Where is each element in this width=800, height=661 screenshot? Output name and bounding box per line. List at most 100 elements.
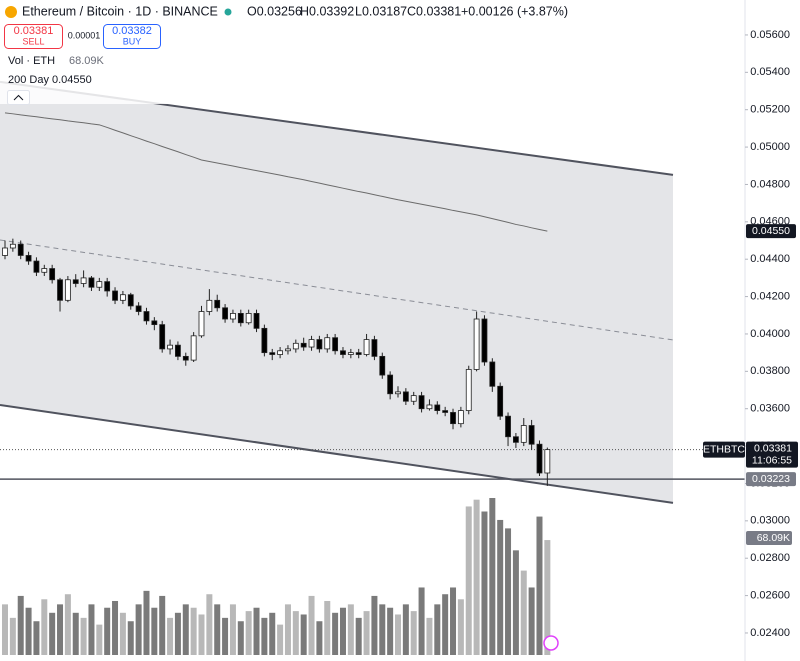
candle-body	[159, 324, 166, 350]
volume-bar	[426, 617, 433, 655]
candle-body	[371, 339, 378, 357]
volume-bar	[127, 621, 134, 655]
ma-badge-bg	[746, 224, 796, 239]
candle-body	[513, 436, 519, 443]
spread: 0.00001	[68, 30, 101, 40]
volume-bar	[481, 511, 488, 655]
volume-bar	[442, 594, 449, 655]
header: Ethereum / Bitcoin · 1D · BINANCE O0.032…	[0, 0, 568, 105]
volume-bar	[253, 607, 260, 655]
sell-price: 0.03381	[14, 25, 54, 37]
candle-body	[418, 395, 425, 410]
buy-button[interactable]	[103, 24, 161, 49]
volume-bar	[64, 594, 71, 655]
volume-bar	[410, 611, 417, 655]
volume-bar	[135, 604, 142, 655]
volume-bar	[96, 624, 103, 655]
volume-bar	[104, 607, 111, 655]
sell-button[interactable]	[4, 24, 63, 49]
volume-bar	[536, 516, 543, 655]
price-badge-bg	[746, 441, 798, 468]
candle-body	[214, 299, 221, 309]
y-tick-label: 0.02600	[750, 589, 790, 601]
status-dot	[224, 8, 232, 16]
y-tick-label: 0.05600	[750, 29, 790, 41]
volume-bar	[457, 599, 464, 655]
candle-body	[450, 412, 456, 425]
candle-body	[442, 410, 449, 413]
buy-price: 0.03382	[112, 25, 152, 37]
candle-body	[2, 247, 8, 256]
candle-body	[80, 277, 87, 284]
candle-body	[300, 342, 307, 348]
candle-body	[198, 311, 205, 337]
candle-body	[536, 443, 543, 474]
volume-bar	[49, 612, 56, 655]
volume-bar	[17, 595, 24, 655]
ma-legend-value: 0.04550	[52, 74, 92, 86]
candle-body	[135, 305, 142, 312]
candle-body	[49, 268, 56, 281]
volume-bar	[450, 587, 457, 655]
volume-bar	[395, 614, 401, 655]
candle-body	[120, 294, 126, 301]
candle-body	[269, 352, 276, 355]
volume-bar	[57, 604, 64, 655]
volume-bar	[174, 612, 181, 655]
ma-badge: 0.04550	[752, 225, 790, 237]
volume-bar	[112, 600, 119, 655]
volume-legend: Vol · ETH	[8, 55, 55, 67]
candle-body	[355, 352, 362, 355]
volume-bar	[434, 604, 441, 655]
volume-bar	[269, 612, 276, 655]
volume-bar	[159, 595, 166, 655]
ohlc-open: O0.03256	[247, 4, 302, 18]
volume-bar	[418, 587, 425, 655]
candle-body	[505, 415, 511, 438]
volume-bar	[324, 600, 331, 655]
volume-bar	[379, 604, 386, 655]
collapse-button[interactable]	[7, 90, 30, 105]
candle-body	[285, 348, 291, 352]
volume-bar	[214, 604, 221, 655]
channel-fill	[0, 81, 673, 503]
candle-body	[434, 404, 441, 411]
y-tick-label: 0.02400	[750, 627, 790, 639]
candle-body	[395, 391, 401, 395]
volume-bar	[25, 607, 32, 655]
volume-bar	[222, 617, 229, 655]
candle-body	[64, 279, 71, 301]
volume-bar	[198, 614, 205, 655]
candle-body	[489, 361, 496, 387]
candle-body	[473, 318, 480, 370]
candle-body	[253, 313, 260, 329]
volume-bar	[473, 499, 480, 655]
ohlc-change: +0.00126 (+3.87%)	[461, 4, 568, 18]
candle-body	[379, 355, 386, 376]
candle-body	[292, 342, 299, 350]
candle-body	[332, 337, 339, 352]
volume-bar	[371, 595, 378, 655]
buy-label: BUY	[123, 36, 142, 46]
y-tick-label: 0.05000	[750, 141, 790, 153]
ohlc-high: H0.03392	[300, 4, 354, 18]
candle-body	[9, 243, 16, 249]
candle-body	[481, 318, 488, 363]
candle-body	[528, 425, 535, 445]
candle-body	[261, 327, 268, 354]
collapse-icon	[13, 94, 24, 101]
volume-bar	[505, 528, 512, 655]
candle-body	[245, 313, 252, 324]
volume-bar	[316, 621, 323, 655]
candle-body	[151, 320, 158, 326]
hline-badge: 0.03223	[752, 473, 790, 485]
candle-body	[410, 395, 417, 402]
volume-bar	[339, 607, 346, 655]
volume-bar	[88, 604, 95, 655]
candle-body	[457, 410, 464, 425]
candle-body	[363, 339, 370, 355]
y-tick-label: 0.03800	[750, 365, 790, 377]
header-bg	[0, 0, 260, 104]
candle-body	[544, 449, 551, 474]
